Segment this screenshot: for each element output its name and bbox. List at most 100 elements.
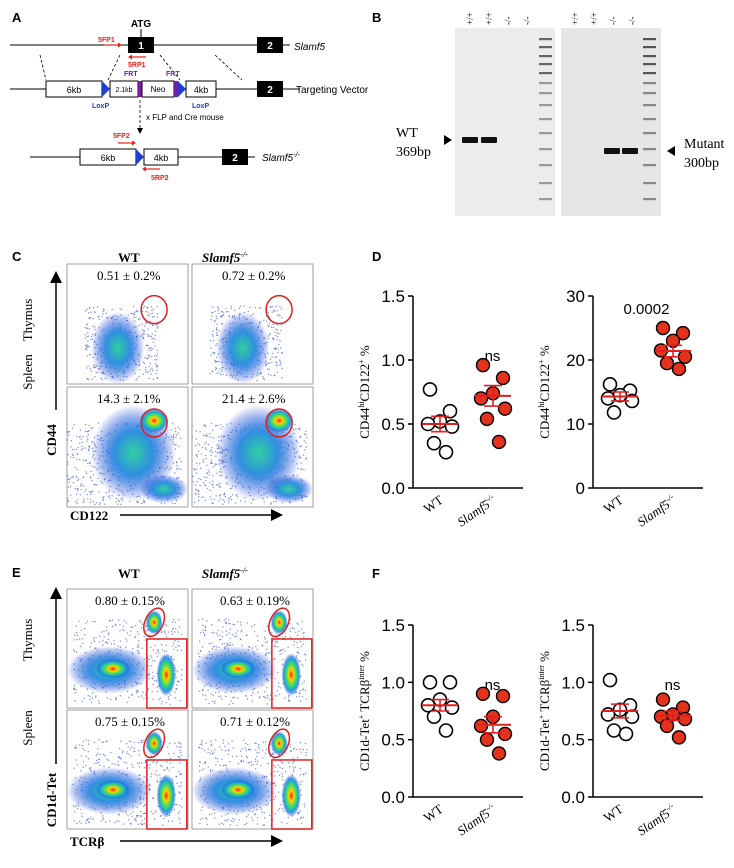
facs-event [180, 649, 183, 651]
facs-event [269, 306, 271, 308]
facs-event [178, 619, 180, 621]
facs-event [133, 747, 135, 749]
col-header-wt: WT [118, 250, 140, 265]
facs-event [86, 378, 89, 380]
ko-data-point [677, 711, 693, 727]
facs-event [229, 761, 231, 763]
facs-event [246, 622, 249, 624]
facs-event [232, 702, 234, 705]
facs-event [226, 642, 228, 644]
facs-event [263, 812, 265, 814]
facs-event [156, 369, 158, 371]
facs-event [203, 634, 206, 637]
facs-event [154, 334, 156, 337]
category-text: WT [421, 801, 446, 825]
facs-event [103, 630, 105, 632]
facs-event [163, 817, 165, 820]
facs-event [98, 318, 101, 320]
facs-event [98, 702, 101, 704]
facs-event [199, 650, 201, 653]
facs-event [70, 446, 72, 448]
panel-c: C WT Slamf5-/- Thymus Spleen CD44 CD122 … [12, 249, 314, 523]
facs-event [115, 696, 117, 699]
wt-marker-arrow [444, 135, 452, 145]
facs-event [279, 803, 282, 806]
facs-event [301, 682, 304, 684]
facs-event [67, 500, 69, 502]
facs-event [264, 630, 266, 632]
facs-event [272, 753, 274, 756]
facs-event [215, 361, 217, 363]
y-tick-label: 0.5 [561, 731, 585, 750]
facs-event [306, 749, 308, 751]
facs-event [197, 619, 199, 621]
facs-event [176, 467, 178, 469]
facs-event [245, 755, 248, 757]
facs-event [150, 313, 152, 315]
facs-event [179, 804, 181, 807]
gate-ellipse [268, 728, 291, 759]
facs-event [88, 378, 90, 380]
facs-event [86, 818, 89, 820]
wt-data-point [422, 382, 438, 397]
facs-event [111, 495, 113, 497]
facs-event [89, 699, 91, 701]
facs-event [105, 312, 108, 315]
facs-event [267, 696, 269, 699]
facs-event [92, 500, 95, 503]
facs-event [212, 466, 214, 468]
facs-event [154, 644, 156, 647]
facs-event [95, 372, 97, 374]
facs-event [244, 823, 246, 826]
facs-event [279, 364, 281, 366]
facs-event [299, 817, 302, 820]
facs-event [174, 697, 176, 699]
facs-event [222, 764, 225, 767]
box-6kb: 6kb [101, 153, 116, 163]
facs-event [76, 638, 78, 641]
facs-event [150, 347, 153, 349]
ko-data-point [497, 401, 513, 416]
facs-event [168, 753, 170, 755]
facs-event [83, 485, 85, 487]
facs-event [143, 822, 145, 825]
facs-event [198, 690, 201, 692]
facs-event [281, 663, 283, 665]
facs-event [82, 766, 84, 769]
facs-event [209, 752, 211, 754]
facs-event [212, 339, 215, 342]
y-label-part: inter [537, 665, 546, 680]
facs-event [197, 443, 199, 445]
gate-percentage: 0.72 ± 0.2% [222, 268, 286, 283]
wt-data-point [442, 403, 458, 419]
facs-event [76, 651, 78, 653]
facs-event [84, 490, 86, 492]
facs-event [214, 812, 216, 814]
facs-event [89, 367, 92, 370]
facs-event [91, 465, 93, 468]
facs-event [138, 741, 140, 744]
facs-event [118, 764, 120, 766]
loxp-site [102, 81, 110, 97]
facs-event [87, 340, 89, 342]
facs-event [205, 441, 207, 443]
facs-event [199, 632, 202, 634]
facs-event [203, 762, 205, 764]
exon-1-box [128, 37, 154, 53]
facs-event [211, 502, 213, 504]
facs-event [214, 368, 217, 371]
facs-event [173, 809, 176, 811]
facs-event [76, 487, 78, 490]
facs-event [247, 744, 249, 746]
facs-event [137, 318, 140, 321]
density-cloud [139, 474, 188, 504]
facs-event [271, 753, 273, 755]
wt-data-point [422, 675, 438, 690]
facs-event [136, 650, 138, 652]
facs-event [151, 333, 153, 335]
facs-event [260, 765, 262, 767]
facs-event [86, 327, 88, 329]
facs-event [214, 757, 217, 759]
facs-event [82, 740, 85, 743]
facs-event [205, 698, 207, 701]
